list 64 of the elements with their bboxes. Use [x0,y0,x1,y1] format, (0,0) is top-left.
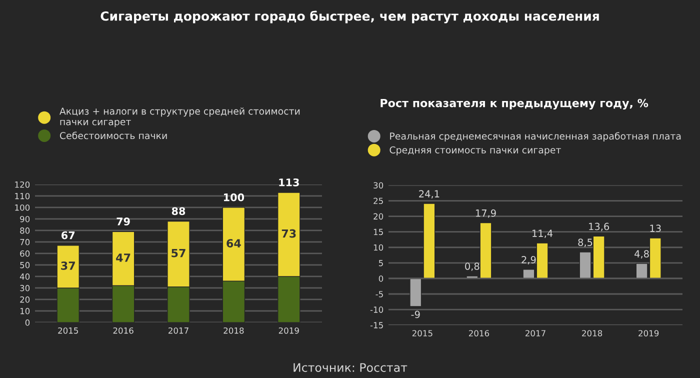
x-tick-label: 2019 [278,327,299,334]
x-tick-label: 2018 [224,327,244,334]
x-tick-label: 2016 [113,327,134,334]
total-label: 100 [224,193,244,202]
y-tick-label: 0 [378,275,384,282]
y-tick-label: 10 [374,244,384,251]
total-label: 88 [172,207,186,216]
data-label: 24,1 [419,190,440,198]
data-label: 13,6 [589,222,610,232]
y-tick-label: 70 [20,238,30,246]
chart-title: Рост показателя к предыдущему году, % [380,98,648,110]
y-tick-label: 30 [374,182,384,189]
data-label: 64 [226,239,241,248]
data-label: 0,8 [465,262,480,271]
y-tick-label: 15 [374,228,383,236]
text: Сигареты дорожают горадо быстрее, чем растут доходы населения [100,10,599,24]
total-label: 79 [116,218,130,226]
data-label: 4,8 [634,250,649,258]
bar [522,269,535,279]
data-label: 11,4 [532,230,553,238]
y-tick-label: 80 [20,227,30,234]
data-label: 13 [650,224,661,232]
y-tick-label: -10 [370,306,384,313]
legend-label: Реальная среднемесячная начисленная заработная плата [390,132,681,142]
data-label: 2,9 [522,256,536,264]
bar [423,203,436,279]
y-tick-label: 0 [25,319,30,326]
data-label: 17,9 [476,209,496,218]
bar [536,242,548,279]
data-label: -9 [411,310,420,318]
y-tick-label: 5 [378,260,383,266]
x-tick-label: 2017 [168,327,188,334]
text: Источник: Росстат [294,363,408,372]
x-tick-label: 2015 [412,330,432,336]
x-tick-label: 2018 [582,330,602,336]
y-tick-label: 20 [374,213,384,220]
data-label: 73 [282,229,296,238]
x-tick-label: 2017 [526,330,546,336]
y-tick-label: 90 [20,216,30,222]
y-tick-label: 110 [15,192,30,200]
legend-label: Средняя стоимость пачки сигарет [390,146,561,156]
total-label: 67 [62,231,75,240]
y-tick-label: 40 [20,273,30,280]
x-tick-label: 2019 [638,330,659,336]
y-tick-label: 10 [20,308,30,314]
y-tick-label: 25 [374,198,383,204]
y-tick-label: 120 [15,181,30,188]
data-label: 57 [172,248,186,258]
y-tick-label: 60 [20,250,30,257]
x-tick-label: 2015 [58,327,78,334]
legend-label: Акциз + налоги в структуре средней стоимости пачки сигарет [60,107,300,128]
y-tick-label: 20 [20,296,30,303]
y-tick-label: 30 [20,284,30,292]
x-tick-label: 2016 [468,330,490,336]
y-tick-label: 100 [15,204,30,211]
bar [410,278,422,307]
y-tick-label: 50 [20,262,30,268]
data-label: 47 [116,254,130,262]
data-label: 8,5 [578,238,592,247]
total-label: 113 [279,178,299,186]
legend-label: Себестоимость пачки [60,132,167,140]
y-tick-label: -15 [370,322,383,328]
data-label: 37 [61,261,75,270]
y-tick-label: -5 [376,291,383,298]
